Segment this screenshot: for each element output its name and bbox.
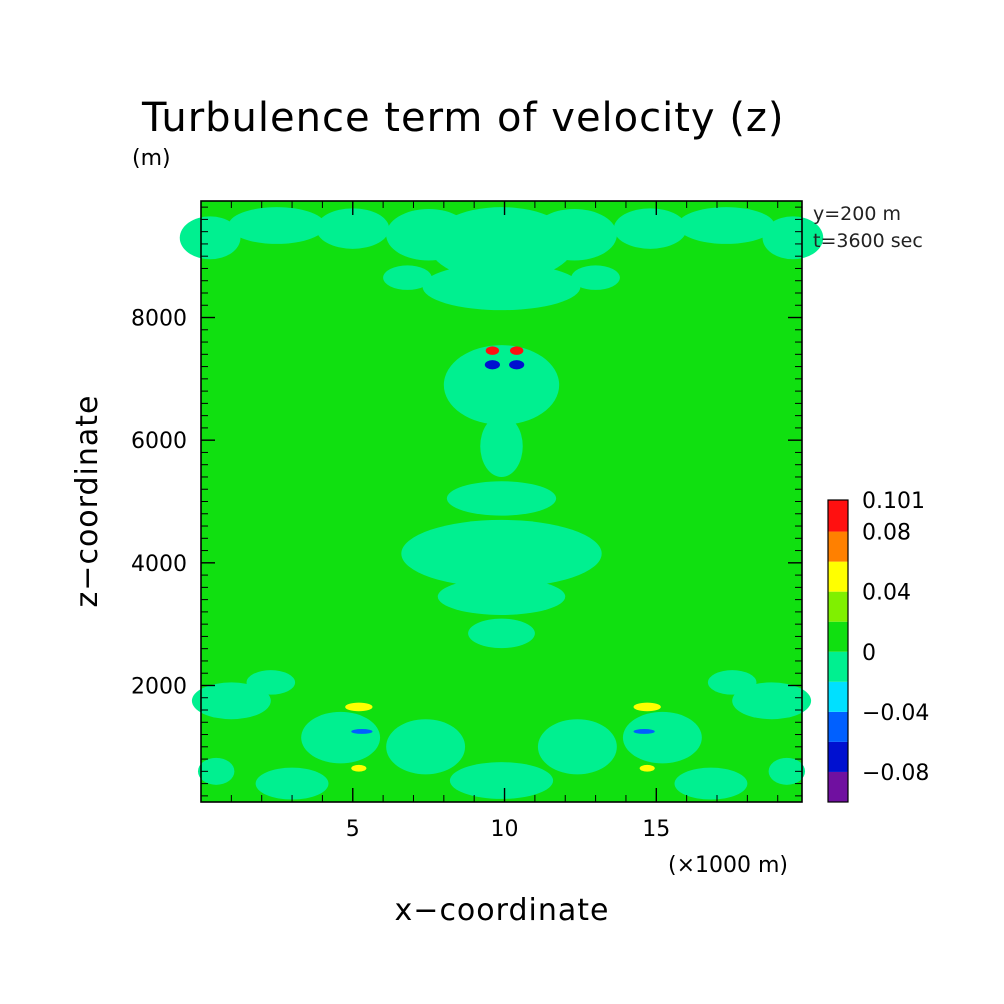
colorbar-band bbox=[828, 741, 848, 772]
colorbar-tick-label: 0.101 bbox=[862, 489, 925, 514]
contour-patch bbox=[301, 711, 381, 764]
contour-patch bbox=[228, 207, 326, 244]
y-tick-label: 6000 bbox=[131, 429, 187, 454]
contour-patch bbox=[732, 682, 812, 720]
contour-blob bbox=[639, 764, 655, 772]
contour-patch bbox=[449, 762, 554, 799]
contour-patch bbox=[386, 719, 466, 775]
contour-patch bbox=[768, 757, 806, 785]
colorbar-frame bbox=[827, 499, 849, 803]
y-tick-label: 8000 bbox=[131, 307, 187, 332]
contour-patch bbox=[422, 263, 581, 311]
colorbar-bands bbox=[828, 500, 848, 802]
contour-patch bbox=[613, 208, 687, 249]
contour-blob bbox=[633, 702, 661, 712]
y-tick-label: 4000 bbox=[131, 552, 187, 577]
contour-patch bbox=[401, 519, 602, 588]
contour-features bbox=[179, 207, 824, 800]
plot-area: 5 10 15 2000 4000 6000 8000 bbox=[131, 200, 824, 842]
colorbar-band bbox=[828, 651, 848, 682]
contour-patch bbox=[191, 682, 271, 720]
contour-patch bbox=[674, 767, 748, 800]
y-axis-label: z−coordinate bbox=[70, 395, 105, 608]
contour-patch bbox=[537, 719, 617, 775]
contour-blob bbox=[509, 346, 524, 355]
contour-blob bbox=[351, 729, 373, 734]
x-unit-label: (×1000 m) bbox=[668, 853, 788, 878]
x-axis-label: x−coordinate bbox=[395, 893, 610, 928]
contour-patch bbox=[707, 670, 757, 695]
contour-patch bbox=[480, 415, 523, 477]
x-axis-ticks: 5 10 15 bbox=[346, 201, 670, 842]
contour-patch bbox=[255, 767, 329, 800]
colorbar-tick-label: 0.04 bbox=[862, 581, 911, 606]
colorbar-band bbox=[828, 531, 848, 562]
contour-blob bbox=[485, 346, 500, 355]
colorbar-band bbox=[828, 711, 848, 742]
colorbar-band bbox=[828, 591, 848, 622]
colorbar-tick-label: 0 bbox=[862, 641, 876, 666]
contour-patch bbox=[179, 216, 241, 260]
colorbar-tick-label: −0.08 bbox=[862, 761, 929, 786]
colorbar-labels: 0.101 0.08 0.04 0 −0.04 −0.08 bbox=[862, 489, 929, 786]
colorbar-band bbox=[828, 771, 848, 802]
x-tick-label: 15 bbox=[642, 817, 670, 842]
contour-patch bbox=[443, 345, 560, 425]
colorbar-band bbox=[828, 621, 848, 652]
y-unit-label: (m) bbox=[132, 146, 171, 171]
contour-blob bbox=[345, 702, 373, 712]
colorbar-band bbox=[828, 561, 848, 592]
contour-patch bbox=[197, 757, 235, 785]
contour-patch bbox=[762, 216, 824, 260]
colorbar-band bbox=[828, 681, 848, 712]
x-tick-label: 10 bbox=[491, 817, 519, 842]
annotation-t: t=3600 sec bbox=[813, 230, 923, 252]
minor-ticks bbox=[201, 201, 802, 802]
contour-patch bbox=[531, 208, 617, 261]
x-tick-label: 5 bbox=[346, 817, 360, 842]
contour-patch bbox=[622, 711, 702, 764]
contour-blob bbox=[484, 360, 500, 370]
contour-blob bbox=[351, 764, 367, 772]
contour-patch bbox=[316, 208, 390, 249]
annotation-y: y=200 m bbox=[813, 203, 901, 225]
colorbar: 0.101 0.08 0.04 0 −0.04 −0.08 bbox=[827, 489, 929, 803]
contour-blob bbox=[633, 729, 655, 734]
contour-patch bbox=[677, 207, 775, 244]
contour-blob bbox=[509, 360, 525, 370]
y-axis-ticks: 2000 4000 6000 8000 bbox=[131, 307, 802, 699]
contour-patch bbox=[468, 618, 535, 649]
contour-patch bbox=[446, 481, 557, 516]
colorbar-band-cap bbox=[828, 500, 848, 502]
colorbar-band bbox=[828, 501, 848, 532]
colorbar-tick-label: 0.08 bbox=[862, 521, 911, 546]
contour-patch bbox=[383, 265, 432, 290]
contour-patch bbox=[571, 265, 620, 290]
chart-title: Turbulence term of velocity (z) bbox=[141, 95, 785, 141]
contour-patch bbox=[246, 670, 296, 695]
colorbar-tick-label: −0.04 bbox=[862, 701, 929, 726]
contour-patch bbox=[437, 578, 566, 615]
y-tick-label: 2000 bbox=[131, 674, 187, 699]
